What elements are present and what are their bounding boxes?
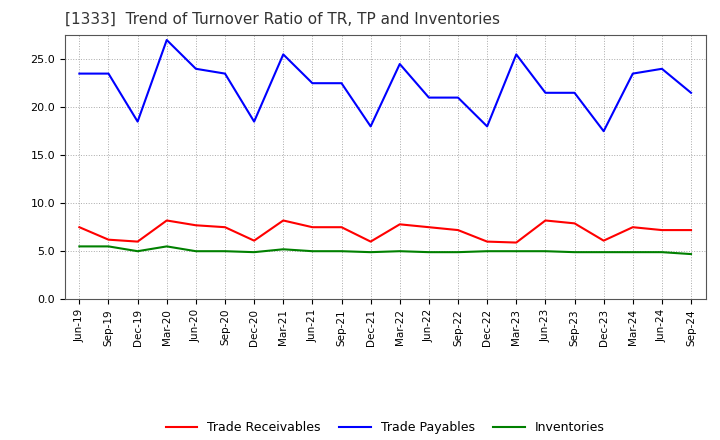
Line: Trade Receivables: Trade Receivables xyxy=(79,220,691,242)
Inventories xyxy=(133,249,142,254)
Legend: Trade Receivables, Trade Payables, Inventories: Trade Receivables, Trade Payables, Inven… xyxy=(161,416,610,439)
Trade Receivables xyxy=(104,237,113,242)
Inventories xyxy=(687,251,696,257)
Trade Payables xyxy=(337,81,346,86)
Trade Payables xyxy=(163,37,171,43)
Trade Payables xyxy=(483,124,492,129)
Trade Receivables xyxy=(163,218,171,223)
Inventories xyxy=(657,249,666,255)
Trade Receivables xyxy=(541,218,550,223)
Inventories xyxy=(483,249,492,254)
Trade Payables xyxy=(512,52,521,57)
Trade Receivables xyxy=(629,224,637,230)
Inventories xyxy=(425,249,433,255)
Trade Receivables xyxy=(220,224,229,230)
Inventories xyxy=(192,249,200,254)
Trade Payables xyxy=(75,71,84,76)
Inventories xyxy=(163,244,171,249)
Inventories xyxy=(337,249,346,254)
Trade Payables xyxy=(133,119,142,124)
Inventories xyxy=(541,249,550,254)
Inventories xyxy=(599,249,608,255)
Trade Receivables xyxy=(483,239,492,244)
Inventories xyxy=(308,249,317,254)
Inventories xyxy=(220,249,229,254)
Inventories xyxy=(629,249,637,255)
Trade Receivables xyxy=(425,224,433,230)
Inventories xyxy=(75,244,84,249)
Trade Payables xyxy=(192,66,200,71)
Trade Payables xyxy=(687,90,696,95)
Inventories xyxy=(454,249,462,255)
Trade Receivables xyxy=(687,227,696,233)
Trade Receivables xyxy=(192,223,200,228)
Inventories xyxy=(395,249,404,254)
Text: [1333]  Trend of Turnover Ratio of TR, TP and Inventories: [1333] Trend of Turnover Ratio of TR, TP… xyxy=(65,12,500,27)
Trade Receivables xyxy=(75,224,84,230)
Trade Payables xyxy=(454,95,462,100)
Trade Receivables xyxy=(279,218,287,223)
Trade Payables xyxy=(250,119,258,124)
Trade Payables xyxy=(279,52,287,57)
Inventories xyxy=(279,247,287,252)
Trade Receivables xyxy=(133,239,142,244)
Trade Receivables xyxy=(454,227,462,233)
Trade Receivables xyxy=(657,227,666,233)
Trade Payables xyxy=(104,71,113,76)
Trade Payables xyxy=(366,124,375,129)
Trade Payables xyxy=(599,128,608,134)
Trade Payables xyxy=(570,90,579,95)
Line: Inventories: Inventories xyxy=(79,246,691,254)
Inventories xyxy=(570,249,579,255)
Trade Receivables xyxy=(599,238,608,243)
Trade Payables xyxy=(425,95,433,100)
Trade Payables xyxy=(395,61,404,66)
Inventories xyxy=(250,249,258,255)
Trade Receivables xyxy=(366,239,375,244)
Trade Payables xyxy=(541,90,550,95)
Trade Payables xyxy=(220,71,229,76)
Trade Payables xyxy=(657,66,666,71)
Trade Receivables xyxy=(250,238,258,243)
Trade Receivables xyxy=(308,224,317,230)
Inventories xyxy=(366,249,375,255)
Trade Receivables xyxy=(395,222,404,227)
Trade Payables xyxy=(308,81,317,86)
Trade Receivables xyxy=(337,224,346,230)
Trade Receivables xyxy=(512,240,521,245)
Trade Payables xyxy=(629,71,637,76)
Inventories xyxy=(104,244,113,249)
Line: Trade Payables: Trade Payables xyxy=(79,40,691,131)
Trade Receivables xyxy=(570,221,579,226)
Inventories xyxy=(512,249,521,254)
